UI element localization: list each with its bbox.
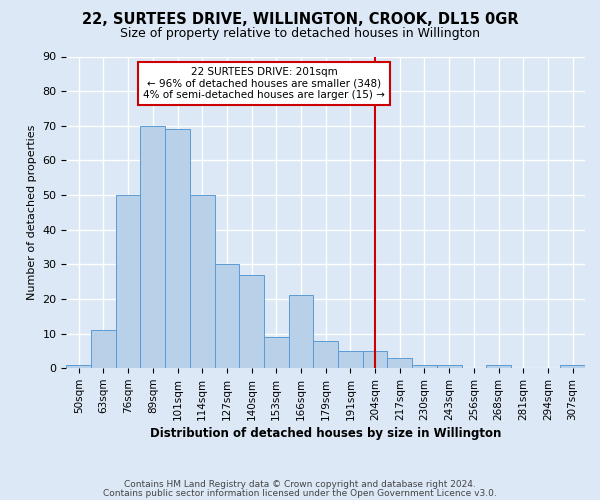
Text: 22, SURTEES DRIVE, WILLINGTON, CROOK, DL15 0GR: 22, SURTEES DRIVE, WILLINGTON, CROOK, DL… <box>82 12 518 28</box>
Bar <box>91 330 116 368</box>
Bar <box>289 296 313 368</box>
Bar <box>338 351 363 368</box>
Bar <box>486 364 511 368</box>
Bar <box>140 126 165 368</box>
Bar <box>190 195 215 368</box>
Bar <box>67 364 91 368</box>
Text: 22 SURTEES DRIVE: 201sqm
← 96% of detached houses are smaller (348)
4% of semi-d: 22 SURTEES DRIVE: 201sqm ← 96% of detach… <box>143 67 385 100</box>
Bar <box>412 364 437 368</box>
Bar <box>560 364 585 368</box>
Text: Contains public sector information licensed under the Open Government Licence v3: Contains public sector information licen… <box>103 488 497 498</box>
Bar <box>313 340 338 368</box>
Bar <box>116 195 140 368</box>
Bar <box>165 129 190 368</box>
Text: Contains HM Land Registry data © Crown copyright and database right 2024.: Contains HM Land Registry data © Crown c… <box>124 480 476 489</box>
Bar <box>239 274 264 368</box>
Bar <box>437 364 461 368</box>
Y-axis label: Number of detached properties: Number of detached properties <box>27 124 37 300</box>
Bar <box>363 351 388 368</box>
Bar <box>388 358 412 368</box>
Bar <box>215 264 239 368</box>
X-axis label: Distribution of detached houses by size in Willington: Distribution of detached houses by size … <box>150 427 502 440</box>
Bar <box>264 337 289 368</box>
Text: Size of property relative to detached houses in Willington: Size of property relative to detached ho… <box>120 28 480 40</box>
